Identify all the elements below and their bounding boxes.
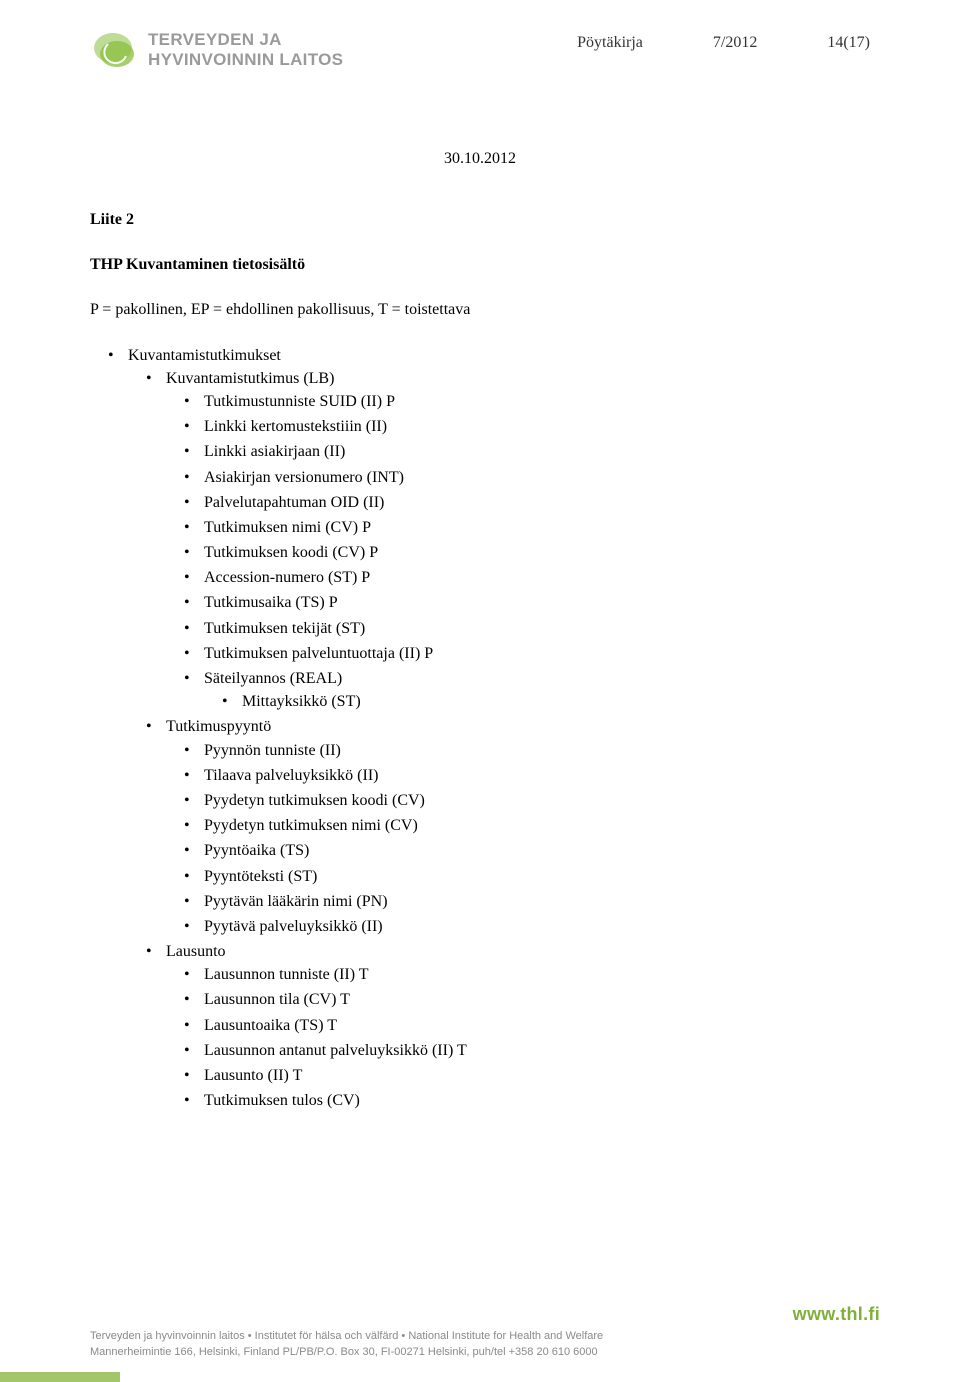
list-item: Tutkimuksen koodi (CV) P (166, 541, 870, 564)
list-item-label: Pyyntöaika (TS) (204, 842, 309, 859)
list-item: Tutkimuksen palveluntuottaja (II) P (166, 642, 870, 665)
footer-url: www.thl.fi (90, 1304, 920, 1325)
page-header: TERVEYDEN JA HYVINVOINNIN LAITOS Pöytäki… (90, 30, 870, 100)
org-name-line2: HYVINVOINNIN LAITOS (148, 50, 343, 70)
list-item: Tilaava palveluyksikkö (II) (166, 764, 870, 787)
list-item: Lausuntoaika (TS) T (166, 1014, 870, 1037)
list-item: Pyytävän lääkärin nimi (PN) (166, 890, 870, 913)
list-item-label: Linkki kertomustekstiiin (II) (204, 418, 387, 435)
doc-number: 7/2012 (713, 34, 757, 52)
list-item-label: Kuvantamistutkimukset (128, 347, 281, 364)
list-item-label: Lausuntoaika (TS) T (204, 1017, 337, 1034)
list-item-label: Tutkimuspyyntö (166, 718, 271, 735)
page: TERVEYDEN JA HYVINVOINNIN LAITOS Pöytäki… (0, 0, 960, 1382)
list-item: Asiakirjan versionumero (INT) (166, 466, 870, 489)
list-item: Tutkimuspyyntö Pyynnön tunniste (II) Tilaa… (128, 715, 870, 938)
list-item: Pyytävä palveluyksikkö (II) (166, 915, 870, 938)
list-item: Pyyntöaika (TS) (166, 839, 870, 862)
list-item: Pyyntöteksti (ST) (166, 865, 870, 888)
list-item-label: Tutkimuksen koodi (CV) P (204, 544, 378, 561)
list-item-label: Pyytävä palveluyksikkö (II) (204, 918, 383, 935)
list-item: Lausunnon tila (CV) T (166, 988, 870, 1011)
list-item: Tutkimuksen nimi (CV) P (166, 516, 870, 539)
list-level-3: Pyynnön tunniste (II) Tilaava palveluyksi… (166, 739, 870, 939)
list-item-label: Pyydetyn tutkimuksen nimi (CV) (204, 817, 418, 834)
attachment-heading: Liite 2 (90, 208, 870, 231)
list-item: Linkki asiakirjaan (II) (166, 440, 870, 463)
footer-address-line1: Terveyden ja hyvinvoinnin laitos • Insti… (90, 1329, 920, 1344)
list-item: Säteilyannos (REAL) Mittayksikkö (ST) (166, 667, 870, 713)
list-item-label: Tutkimustunniste SUID (II) P (204, 393, 395, 410)
list-item: Lausunto (II) T (166, 1064, 870, 1087)
list-item-label: Accession-numero (ST) P (204, 569, 370, 586)
list-item: Kuvantamistutkimus (LB) Tutkimustunniste … (128, 367, 870, 714)
list-item: Mittayksikkö (ST) (204, 690, 870, 713)
list-item: Kuvantamistutkimukset Kuvantamistutkimus … (90, 344, 870, 1113)
list-item-label: Palvelutapahtuman OID (II) (204, 494, 384, 511)
org-logo-block: TERVEYDEN JA HYVINVOINNIN LAITOS (90, 30, 343, 74)
list-item: LausuntoLausunnon tunniste (II) TLausunn… (128, 940, 870, 1112)
org-name-line1: TERVEYDEN JA (148, 30, 343, 50)
list-item-label: Mittayksikkö (ST) (242, 693, 361, 710)
legend-text: P = pakollinen, EP = ehdollinen pakollis… (90, 298, 870, 321)
footer-accent-bar (0, 1372, 120, 1382)
list-level-3: Lausunnon tunniste (II) T Lausunnon tila … (166, 963, 870, 1112)
list-item-label: Pyydetyn tutkimuksen koodi (CV) (204, 792, 425, 809)
list-item: Linkki kertomustekstiiin (II) (166, 415, 870, 438)
list-item-label: Pyyntöteksti (ST) (204, 868, 317, 885)
list-item-label: Asiakirjan versionumero (INT) (204, 469, 404, 486)
list-item-label: Tutkimuksen palveluntuottaja (II) P (204, 645, 433, 662)
list-item-label: Säteilyannos (REAL) (204, 670, 342, 687)
content-outline: Kuvantamistutkimukset Kuvantamistutkimus … (90, 344, 870, 1113)
list-item: Tutkimusaika (TS) P (166, 591, 870, 614)
list-item-label: Lausunnon tila (CV) T (204, 991, 350, 1008)
list-level-3: Tutkimustunniste SUID (II) P Linkki kerto… (166, 390, 870, 713)
list-item: Pyynnön tunniste (II) (166, 739, 870, 762)
list-item-label: Tutkimusaika (TS) P (204, 594, 338, 611)
list-item-label: Pyytävän lääkärin nimi (PN) (204, 893, 388, 910)
header-meta: Pöytäkirja 7/2012 14(17) (577, 30, 870, 52)
list-item: Pyydetyn tutkimuksen nimi (CV) (166, 814, 870, 837)
list-level-2: Kuvantamistutkimus (LB) Tutkimustunniste … (128, 367, 870, 1113)
list-item-label: Linkki asiakirjaan (II) (204, 443, 345, 460)
list-item: Tutkimustunniste SUID (II) P (166, 390, 870, 413)
list-item-label: Tutkimuksen tekijät (ST) (204, 620, 365, 637)
page-number: 14(17) (827, 34, 870, 52)
thl-logo-icon (90, 30, 138, 74)
org-name: TERVEYDEN JA HYVINVOINNIN LAITOS (148, 30, 343, 69)
list-item: Tutkimuksen tulos (CV) (166, 1089, 870, 1112)
list-item: Accession-numero (ST) P (166, 566, 870, 589)
list-item-label: Lausunnon antanut palveluyksikkö (II) T (204, 1042, 467, 1059)
list-item: Pyydetyn tutkimuksen koodi (CV) (166, 789, 870, 812)
page-footer: www.thl.fi Terveyden ja hyvinvoinnin lai… (90, 1304, 920, 1360)
document-body: Liite 2 THP Kuvantaminen tietosisältö P … (90, 208, 870, 1112)
document-date: 30.10.2012 (90, 150, 870, 168)
list-item: Lausunnon antanut palveluyksikkö (II) T (166, 1039, 870, 1062)
section-title: THP Kuvantaminen tietosisältö (90, 253, 870, 276)
footer-address-line2: Mannerheimintie 166, Helsinki, Finland P… (90, 1345, 920, 1360)
list-item-label: Tutkimuksen tulos (CV) (204, 1092, 360, 1109)
list-item-label: Tutkimuksen nimi (CV) P (204, 519, 371, 536)
list-item: Lausunnon tunniste (II) T (166, 963, 870, 986)
list-item-label: Pyynnön tunniste (II) (204, 742, 341, 759)
list-item-label: Lausunto (166, 943, 226, 960)
list-level-4: Mittayksikkö (ST) (204, 690, 870, 713)
list-item-label: Lausunto (II) T (204, 1067, 302, 1084)
list-item: Palvelutapahtuman OID (II) (166, 491, 870, 514)
list-item-label: Lausunnon tunniste (II) T (204, 966, 369, 983)
list-item-label: Tilaava palveluyksikkö (II) (204, 767, 378, 784)
list-item-label: Kuvantamistutkimus (LB) (166, 370, 334, 387)
list-item: Tutkimuksen tekijät (ST) (166, 617, 870, 640)
doc-type: Pöytäkirja (577, 34, 643, 52)
